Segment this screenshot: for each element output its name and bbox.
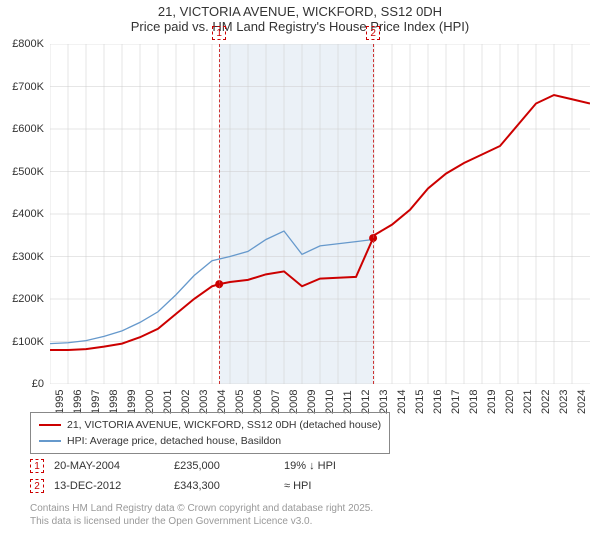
legend: 21, VICTORIA AVENUE, WICKFORD, SS12 0DH … (30, 412, 390, 454)
sale-marker-icon: 2 (30, 479, 44, 493)
copyright-line: This data is licensed under the Open Gov… (30, 515, 373, 528)
x-tick-label: 2018 (468, 390, 480, 414)
x-tick-label: 2015 (414, 390, 426, 414)
legend-label: HPI: Average price, detached house, Basi… (67, 435, 281, 447)
x-tick-label: 2017 (450, 390, 462, 414)
x-tick-label: 2001 (162, 390, 174, 414)
x-tick-label: 2009 (306, 390, 318, 414)
x-tick-label: 2023 (558, 390, 570, 414)
sale-delta: ≈ HPI (284, 480, 311, 492)
copyright: Contains HM Land Registry data © Crown c… (30, 502, 373, 528)
x-tick-label: 1995 (54, 390, 66, 414)
y-tick-label: £200K (0, 293, 44, 305)
y-tick-label: £0 (0, 378, 44, 390)
x-tick-label: 2006 (252, 390, 264, 414)
chart-container: 21, VICTORIA AVENUE, WICKFORD, SS12 0DH … (0, 0, 600, 560)
sale-row: 1 20-MAY-2004 £235,000 19% ↓ HPI (30, 456, 336, 476)
x-tick-label: 1996 (72, 390, 84, 414)
legend-swatch-icon (39, 424, 61, 426)
x-tick-label: 2011 (342, 390, 354, 414)
sale-price: £343,300 (174, 480, 274, 492)
x-tick-label: 2002 (180, 390, 192, 414)
x-tick-label: 1999 (126, 390, 138, 414)
title-sub: Price paid vs. HM Land Registry's House … (0, 19, 600, 34)
title-block: 21, VICTORIA AVENUE, WICKFORD, SS12 0DH … (0, 0, 600, 36)
x-tick-label: 2024 (576, 390, 588, 414)
sale-date: 13-DEC-2012 (54, 480, 164, 492)
x-tick-label: 2016 (432, 390, 444, 414)
x-tick-label: 1997 (90, 390, 102, 414)
legend-item-hpi: HPI: Average price, detached house, Basi… (39, 433, 381, 449)
x-tick-label: 2008 (288, 390, 300, 414)
legend-label: 21, VICTORIA AVENUE, WICKFORD, SS12 0DH … (67, 419, 381, 431)
legend-swatch-icon (39, 440, 61, 441)
y-tick-label: £800K (0, 38, 44, 50)
event-label: 2 (366, 26, 380, 40)
x-tick-label: 2021 (522, 390, 534, 414)
sale-price: £235,000 (174, 460, 274, 472)
event-line (219, 44, 220, 384)
y-tick-label: £600K (0, 123, 44, 135)
chart-area: £0£100K£200K£300K£400K£500K£600K£700K£80… (50, 44, 590, 384)
x-tick-label: 2022 (540, 390, 552, 414)
event-line (373, 44, 374, 384)
event-label: 1 (212, 26, 226, 40)
x-tick-label: 2020 (504, 390, 516, 414)
x-tick-label: 2003 (198, 390, 210, 414)
x-tick-label: 2014 (396, 390, 408, 414)
x-tick-label: 2019 (486, 390, 498, 414)
legend-item-property: 21, VICTORIA AVENUE, WICKFORD, SS12 0DH … (39, 417, 381, 433)
title-main: 21, VICTORIA AVENUE, WICKFORD, SS12 0DH (0, 4, 600, 19)
x-tick-label: 2004 (216, 390, 228, 414)
y-tick-label: £100K (0, 336, 44, 348)
y-tick-label: £500K (0, 166, 44, 178)
sale-date: 20-MAY-2004 (54, 460, 164, 472)
y-tick-label: £700K (0, 81, 44, 93)
y-tick-label: £400K (0, 208, 44, 220)
y-tick-label: £300K (0, 251, 44, 263)
x-tick-label: 2007 (270, 390, 282, 414)
sale-delta: 19% ↓ HPI (284, 460, 336, 472)
x-tick-label: 2005 (234, 390, 246, 414)
line-chart (50, 44, 590, 384)
sales-table: 1 20-MAY-2004 £235,000 19% ↓ HPI 2 13-DE… (30, 456, 336, 496)
sale-row: 2 13-DEC-2012 £343,300 ≈ HPI (30, 476, 336, 496)
x-tick-label: 2000 (144, 390, 156, 414)
sale-marker-icon: 1 (30, 459, 44, 473)
x-tick-label: 2013 (378, 390, 390, 414)
copyright-line: Contains HM Land Registry data © Crown c… (30, 502, 373, 515)
x-tick-label: 2010 (324, 390, 336, 414)
x-tick-label: 1998 (108, 390, 120, 414)
x-tick-label: 2012 (360, 390, 372, 414)
